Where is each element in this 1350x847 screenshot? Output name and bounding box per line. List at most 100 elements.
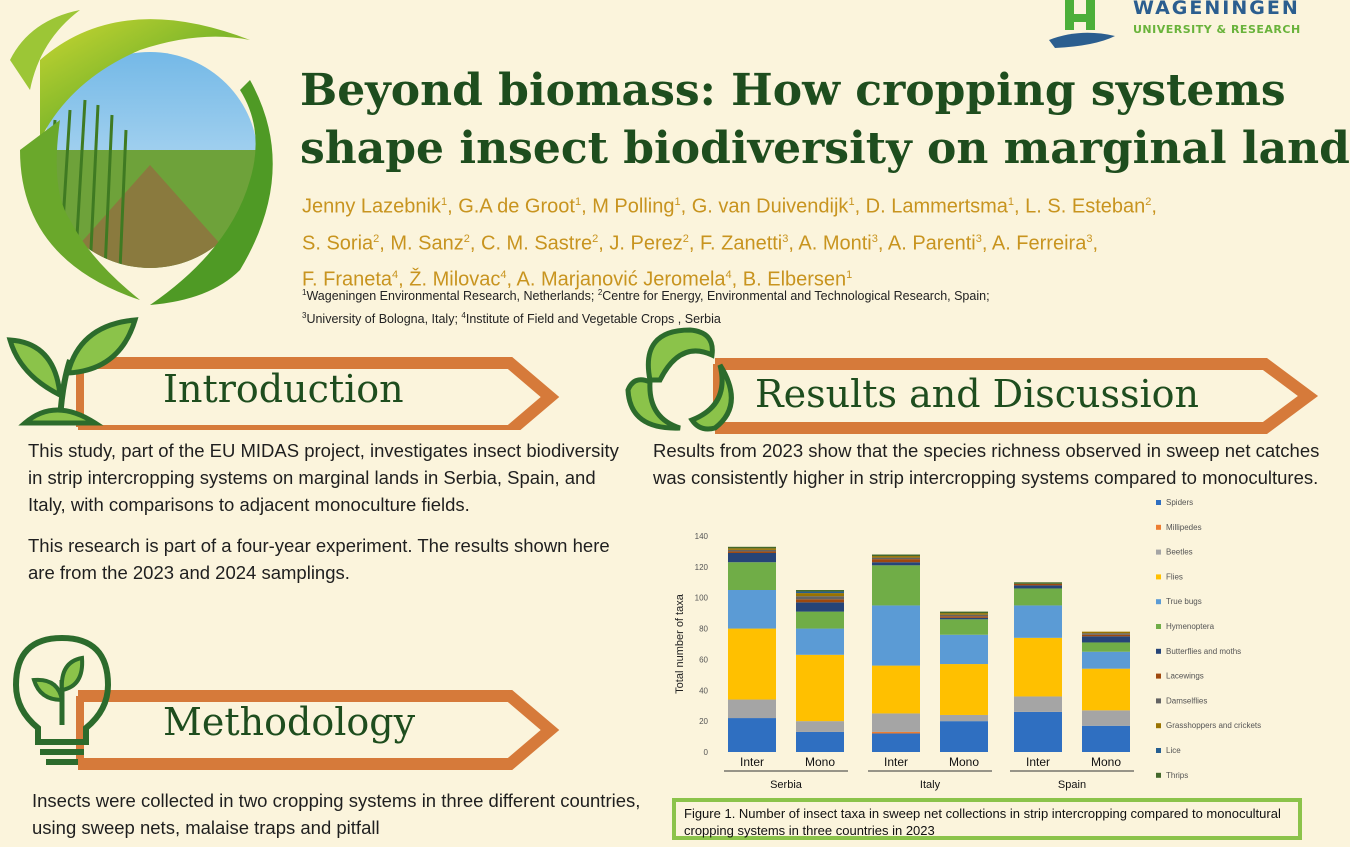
bar-segment: [1082, 636, 1130, 643]
bar-segment: [872, 733, 920, 752]
author-line-3: F. Franeta4, Ž. Milovac4, A. Marjanović …: [302, 259, 1342, 296]
bar-segment: [940, 634, 988, 665]
bar-segment: [728, 562, 776, 590]
author-name: S. Soria: [302, 232, 374, 255]
bar-segment: [1082, 668, 1130, 711]
affiliation-text: University of Bologna, Italy;: [306, 312, 462, 327]
author-name: , A. Marjanović Jeromela: [506, 268, 726, 291]
bar-segment: [940, 613, 988, 615]
affiliation-affiliation-number: 2: [597, 288, 603, 297]
affiliation-text: Centre for Energy, Environmental and Tec…: [602, 289, 990, 304]
bar-segment: [940, 617, 988, 620]
y-tick-label: 20: [699, 717, 708, 726]
author-line-2: S. Soria2, M. Sanz2, C. M. Sastre2, J. P…: [302, 223, 1342, 260]
author-name: , M Polling: [581, 195, 675, 218]
author-name: , D. Lammertsma: [854, 195, 1008, 218]
poster-title: Beyond biomass: How cropping systems sha…: [300, 62, 1350, 178]
bar-segment: [872, 713, 920, 732]
legend-entry: Lacewings: [1166, 672, 1204, 681]
title-line-2: shape insect biodiversity on marginal la…: [300, 123, 1350, 174]
x-category-label: Mono: [949, 755, 979, 769]
author-affiliation-number: 4: [392, 269, 399, 282]
legend-swatch: [1156, 748, 1161, 753]
bar-segment: [796, 721, 844, 732]
y-tick-label: 40: [699, 686, 708, 695]
bar-segment: [872, 731, 920, 734]
introduction-paragraph-1: This study, part of the EU MIDAS project…: [28, 440, 619, 515]
introduction-body: This study, part of the EU MIDAS project…: [28, 437, 628, 586]
bar-segment: [872, 565, 920, 606]
author-affiliation-number: 1: [440, 196, 448, 208]
results-body: Results from 2023 show that the species …: [653, 440, 1320, 488]
legend-entry: Beetles: [1166, 548, 1193, 557]
legend-entry: Lice: [1166, 746, 1181, 755]
bar-segment: [728, 718, 776, 752]
affiliation-text: Institute of Field and Vegetable Crops ,…: [465, 312, 721, 327]
bar-segment: [796, 590, 844, 592]
affiliation-line-1: 1Wageningen Environmental Research, Neth…: [302, 283, 1342, 306]
bar-segment: [796, 591, 844, 594]
author-affiliation-number: 2: [682, 232, 689, 245]
bar-segment: [1014, 637, 1062, 697]
bar-segment: [728, 548, 776, 550]
bar-segment: [728, 551, 776, 553]
legend-entry: Hymenoptera: [1166, 622, 1215, 631]
bar-segment: [796, 596, 844, 600]
bar-segment: [728, 628, 776, 700]
bar-segment: [796, 593, 844, 597]
legend-entry: Butterflies and moths: [1166, 647, 1241, 656]
bar-segment: [1014, 711, 1062, 752]
bar-segment: [940, 619, 988, 635]
author-affiliation-number: 1: [1007, 196, 1015, 208]
legend-entry: Thrips: [1166, 771, 1188, 780]
author-name: , A. Monti: [788, 232, 872, 255]
legend-entry: Flies: [1166, 572, 1183, 581]
author-affiliation-number: 3: [871, 232, 878, 245]
bar-segment: [1082, 633, 1130, 635]
x-group-label: Italy: [920, 779, 941, 791]
bar-segment: [1082, 710, 1130, 726]
bar-segment: [1014, 582, 1062, 584]
bar-segment: [1014, 605, 1062, 638]
author-affiliation-number: 2: [592, 232, 599, 245]
bar-segment: [872, 562, 920, 566]
legend-swatch: [1156, 599, 1161, 605]
author-name: , G.A de Groot: [447, 195, 575, 218]
author-affiliation-number: 2: [463, 232, 470, 245]
affiliation-affiliation-number: 1: [302, 288, 307, 297]
x-group-label: Spain: [1058, 779, 1086, 791]
author-name: Jenny Lazebnik: [302, 195, 441, 218]
bar-segment: [1014, 585, 1062, 589]
bar-segment: [1082, 725, 1130, 752]
wur-logo-icon: [1049, 0, 1115, 48]
bar-segment: [1082, 642, 1130, 652]
methodology-heading: Methodology: [163, 700, 416, 744]
lightbulb-icon: [12, 634, 112, 765]
bar-segment: [940, 616, 988, 618]
bar-segment: [728, 699, 776, 719]
bar-segment: [940, 614, 988, 617]
affiliations: 1Wageningen Environmental Research, Neth…: [302, 283, 1342, 329]
figure-caption: Figure 1. Number of insect taxa in sweep…: [672, 798, 1302, 840]
author-affiliation-number: 4: [725, 269, 732, 282]
author-affiliation-number: 1: [846, 269, 853, 282]
author-name: F. Franeta: [302, 268, 393, 291]
bar-segment: [796, 731, 844, 752]
x-category-label: Inter: [884, 755, 908, 769]
header-crop-illustration: [10, 10, 273, 305]
author-affiliation-number: 1: [574, 196, 582, 208]
legend-entry: Millipedes: [1166, 523, 1202, 532]
legend-swatch: [1156, 723, 1161, 729]
wur-logo: WAGENINGEN UNIVERSITY & RESEARCH: [1045, 0, 1345, 50]
logo-name-line2: UNIVERSITY & RESEARCH: [1133, 23, 1301, 36]
bar-segment: [940, 611, 988, 614]
legend-swatch: [1156, 524, 1161, 530]
bar-segment: [872, 557, 920, 560]
bar-segment: [872, 605, 920, 666]
x-category-label: Mono: [1091, 755, 1121, 769]
y-tick-label: 0: [704, 748, 709, 757]
recycle-leaves-icon: [625, 327, 734, 432]
x-category-label: Mono: [805, 755, 835, 769]
author-line-1: Jenny Lazebnik1, G.A de Groot1, M Pollin…: [302, 186, 1342, 223]
bar-segment: [728, 552, 776, 563]
